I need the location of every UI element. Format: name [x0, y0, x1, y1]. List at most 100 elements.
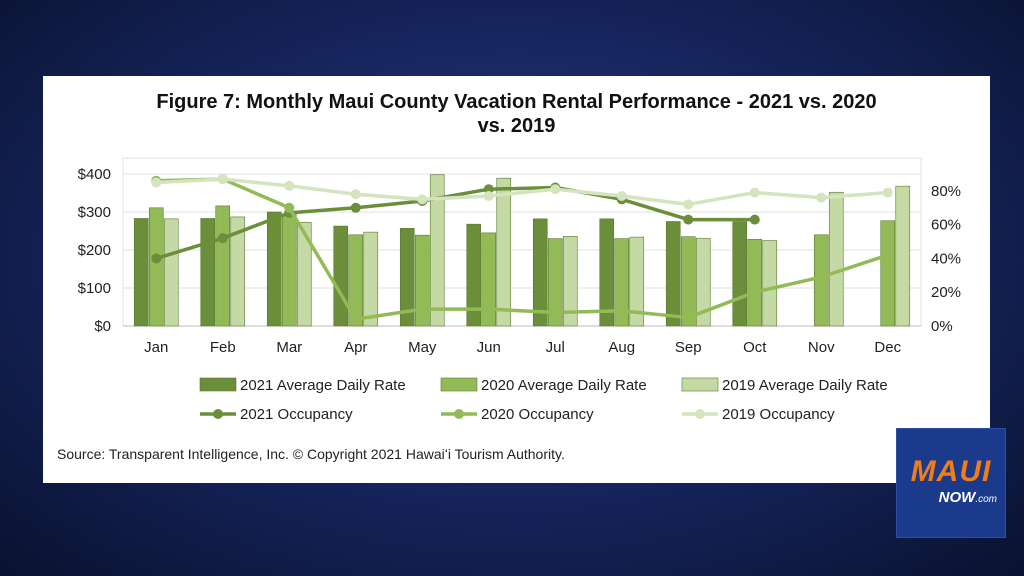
data-point	[683, 312, 694, 323]
x-tick-label: Oct	[743, 339, 767, 356]
data-point	[284, 180, 295, 191]
data-point	[683, 199, 694, 210]
x-tick-label: Jun	[477, 339, 501, 356]
bar	[348, 234, 364, 327]
logo-sub-text: NOW.com	[897, 489, 997, 506]
bar	[414, 234, 430, 327]
bar	[880, 220, 896, 327]
bar	[665, 221, 681, 327]
data-point	[350, 202, 361, 213]
x-tick-label: Jul	[546, 339, 565, 356]
legend-label: 2020 Occupancy	[481, 406, 594, 423]
bar	[562, 236, 578, 327]
series-line	[155, 185, 755, 261]
legend-marker	[213, 409, 223, 419]
data-point	[217, 233, 228, 244]
x-tick-label: Feb	[210, 339, 236, 356]
legend-label: 2019 Average Daily Rate	[722, 377, 888, 394]
bar	[163, 218, 179, 327]
data-point	[816, 192, 827, 203]
bar	[496, 177, 512, 327]
data-point	[749, 287, 760, 298]
data-point	[749, 187, 760, 198]
bar	[281, 213, 297, 327]
chart-svg: $0 $100 $200 $300 $400 0% 20% 40% 60% 80% Jan Feb Ma…	[78, 157, 961, 423]
data-point	[417, 304, 428, 315]
y-left-tick-label: $400	[78, 166, 111, 183]
legend-label: 2019 Occupancy	[722, 406, 835, 423]
data-point	[882, 187, 893, 198]
bar	[828, 191, 844, 327]
legend-label: 2020 Average Daily Rate	[481, 377, 647, 394]
legend-label: 2021 Average Daily Rate	[240, 377, 406, 394]
bar	[895, 185, 911, 327]
data-point	[151, 253, 162, 264]
bar	[148, 207, 164, 327]
data-point	[284, 202, 295, 213]
x-tick-label: Sep	[675, 339, 702, 356]
bar	[481, 232, 497, 327]
bar	[532, 218, 548, 327]
source-text: Source: Transparent Intelligence, Inc. ©…	[57, 446, 565, 462]
legend-swatch	[681, 377, 719, 392]
series-line	[156, 177, 888, 207]
data-point	[550, 307, 561, 318]
x-tick-label: Aug	[608, 339, 635, 356]
maui-now-logo: MAUI NOW.com	[896, 428, 1006, 538]
bar	[296, 221, 312, 327]
y-left-tick-label: $300	[78, 204, 111, 221]
bar	[363, 231, 379, 327]
data-point	[350, 189, 361, 200]
x-tick-label: Mar	[276, 339, 302, 356]
y-right-tick-label: 80%	[931, 183, 961, 200]
bar	[429, 174, 445, 327]
bar	[133, 218, 149, 327]
data-point	[550, 184, 561, 195]
bar	[547, 238, 563, 327]
bar	[695, 237, 711, 327]
chart-panel: Figure 7: Monthly Maui County Vacation R…	[43, 76, 990, 483]
logo-main-text: MAUI	[910, 455, 992, 488]
bar	[466, 223, 482, 327]
logo-sub-word: NOW	[938, 489, 976, 506]
y-right-tick-label: 40%	[931, 250, 961, 267]
data-point	[417, 194, 428, 205]
legend-marker	[695, 409, 705, 419]
bar	[762, 240, 778, 327]
data-point	[217, 174, 228, 185]
y-right-tick-label: 20%	[931, 284, 961, 301]
chart-title-line-1: Figure 7: Monthly Maui County Vacation R…	[156, 91, 877, 113]
data-point	[882, 250, 893, 261]
data-point	[616, 305, 627, 316]
bar	[200, 218, 216, 327]
data-point	[483, 190, 494, 201]
bar	[680, 236, 696, 327]
data-point	[749, 214, 760, 225]
data-point	[350, 314, 361, 325]
x-tick-label: Nov	[808, 339, 835, 356]
x-tick-label: Jan	[144, 339, 168, 356]
logo-suffix: .com	[975, 494, 997, 505]
legend-marker	[454, 409, 464, 419]
data-point	[816, 272, 827, 283]
x-tick-label: May	[408, 339, 437, 356]
bar	[732, 221, 748, 327]
bar	[215, 205, 231, 327]
data-point	[683, 214, 694, 225]
bar	[747, 239, 763, 327]
bar	[333, 225, 349, 327]
y-right-tick-label: 0%	[931, 318, 953, 335]
bar	[629, 236, 645, 327]
y-left-tick-label: $0	[94, 318, 111, 335]
legend-swatch	[440, 377, 478, 392]
legend-swatch	[199, 377, 237, 392]
series-line	[156, 177, 889, 321]
y-left-tick-label: $100	[78, 280, 111, 297]
bar	[399, 228, 415, 327]
data-point	[151, 177, 162, 188]
bar	[266, 211, 282, 327]
bar	[230, 216, 246, 327]
chart-title: Figure 7: Monthly Maui County Vacation R…	[43, 90, 990, 138]
bar	[599, 218, 615, 327]
y-left-tick-label: $200	[78, 242, 111, 259]
